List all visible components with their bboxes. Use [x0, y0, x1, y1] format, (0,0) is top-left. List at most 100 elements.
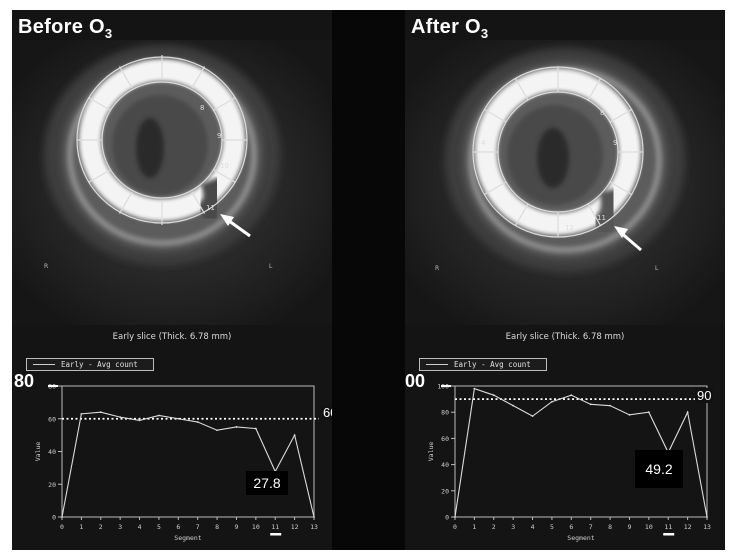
segment-label: 12	[565, 224, 574, 232]
x-tick-label: 13	[703, 523, 711, 531]
y-tick-label: 80	[441, 409, 449, 417]
segment-divider	[118, 66, 133, 89]
segment-divider	[118, 191, 133, 214]
segment-highlight-marker	[270, 533, 282, 536]
x-tick-label: 8	[215, 523, 219, 531]
segment-divider	[191, 191, 206, 214]
slice-label: Early slice (Thick. 6.78 mm)	[112, 332, 232, 342]
segment-divider	[609, 108, 632, 123]
segment-divider	[484, 181, 507, 196]
x-tick-label: 4	[531, 523, 535, 531]
x-tick-label: 11	[664, 523, 672, 531]
segment-divider	[88, 96, 111, 111]
data-point	[99, 411, 102, 414]
data-point	[80, 412, 83, 415]
legend-line	[33, 364, 55, 365]
legend-text: Early - Avg count	[61, 360, 138, 369]
data-point	[293, 434, 296, 437]
y-max-label: 100	[405, 371, 426, 392]
y-tick-label: 20	[48, 481, 56, 489]
x-tick-label: 2	[492, 523, 496, 531]
data-point	[570, 394, 573, 397]
slice-label: Early slice (Thick. 6.78 mm)	[505, 332, 625, 342]
data-point	[512, 404, 515, 407]
segment-label: 11	[597, 214, 606, 222]
data-point	[119, 416, 122, 419]
side-label-l: L	[655, 265, 659, 272]
panel-after: 4 8 9 11 12 R L After O3 Early slice (Th…	[405, 10, 725, 550]
data-point	[216, 429, 218, 432]
x-tick-label: 9	[235, 523, 239, 531]
x-tick-label: 13	[310, 523, 318, 531]
x-tick-label: 1	[79, 523, 83, 531]
segment-divider	[587, 203, 602, 226]
segment-divider	[609, 181, 632, 196]
panel-title: Before O3	[18, 16, 113, 41]
y-tick-label: 0	[445, 514, 449, 522]
x-tick-label: 7	[589, 523, 593, 531]
plot-frame	[454, 385, 708, 518]
data-point	[531, 415, 534, 418]
segment-divider	[587, 78, 602, 101]
plot-frame	[61, 385, 315, 518]
legend-line	[426, 364, 448, 365]
data-point	[647, 411, 650, 414]
chart-legend: Early - Avg count	[26, 358, 154, 371]
pet-scan-after: 4 8 9 11 12 R L	[405, 40, 725, 325]
data-line	[61, 411, 315, 518]
segment-label: 11	[206, 204, 215, 212]
y-tick-label: 0	[52, 514, 56, 522]
min-value-label: 27.8	[246, 471, 288, 495]
x-tick-label: 6	[176, 523, 180, 531]
y-tick-label: 40	[441, 461, 449, 469]
data-line	[454, 387, 708, 518]
segment-divider	[514, 203, 529, 226]
segment-divider	[191, 66, 206, 89]
arrow-icon	[614, 226, 642, 252]
y-max-label: 80	[14, 371, 35, 392]
x-tick-label: 10	[645, 523, 653, 531]
x-tick-label: 2	[99, 523, 103, 531]
data-point	[454, 516, 456, 518]
data-point	[706, 516, 708, 518]
y-tick-label: 20	[441, 487, 449, 495]
legend-text: Early - Avg count	[454, 360, 531, 369]
segment-divider	[213, 96, 236, 111]
data-point	[473, 387, 476, 390]
y-axis-label: Value	[34, 442, 42, 462]
side-label-r: R	[435, 265, 439, 272]
chart-legend: Early - Avg count	[419, 358, 547, 371]
segment-divider	[213, 169, 236, 184]
x-tick-label: 3	[118, 523, 122, 531]
x-tick-label: 10	[252, 523, 260, 531]
chart-after: 020406080100012345678910111213SegmentVal…	[427, 383, 711, 543]
data-point	[609, 404, 611, 407]
panel-title: After O3	[411, 16, 489, 41]
x-tick-label: 7	[196, 523, 200, 531]
x-tick-label: 12	[291, 523, 299, 531]
segment-label: 10	[220, 162, 229, 170]
arrow-icon	[220, 214, 251, 238]
reference-label: 60	[321, 405, 332, 420]
x-tick-label: 5	[157, 523, 161, 531]
x-axis-label: Segment	[174, 534, 201, 542]
x-tick-label: 8	[608, 523, 612, 531]
segment-label: 9	[217, 132, 221, 140]
data-point	[177, 417, 180, 420]
x-tick-label: 6	[569, 523, 573, 531]
data-point	[235, 426, 238, 428]
pet-scan-before: 8 9 10 11 R L	[12, 40, 332, 325]
x-tick-label: 11	[271, 523, 279, 531]
segment-highlight-marker	[663, 533, 675, 536]
reference-label: 90	[695, 388, 714, 403]
y-tick-label: 60	[441, 435, 449, 443]
min-value-label: 49.2	[635, 450, 683, 488]
side-label-l: L	[269, 263, 273, 270]
segment-divider	[514, 78, 529, 101]
x-tick-label: 0	[60, 523, 64, 531]
data-point	[61, 516, 63, 518]
x-tick-label: 3	[511, 523, 515, 531]
data-point	[551, 400, 553, 403]
data-point	[138, 419, 141, 422]
